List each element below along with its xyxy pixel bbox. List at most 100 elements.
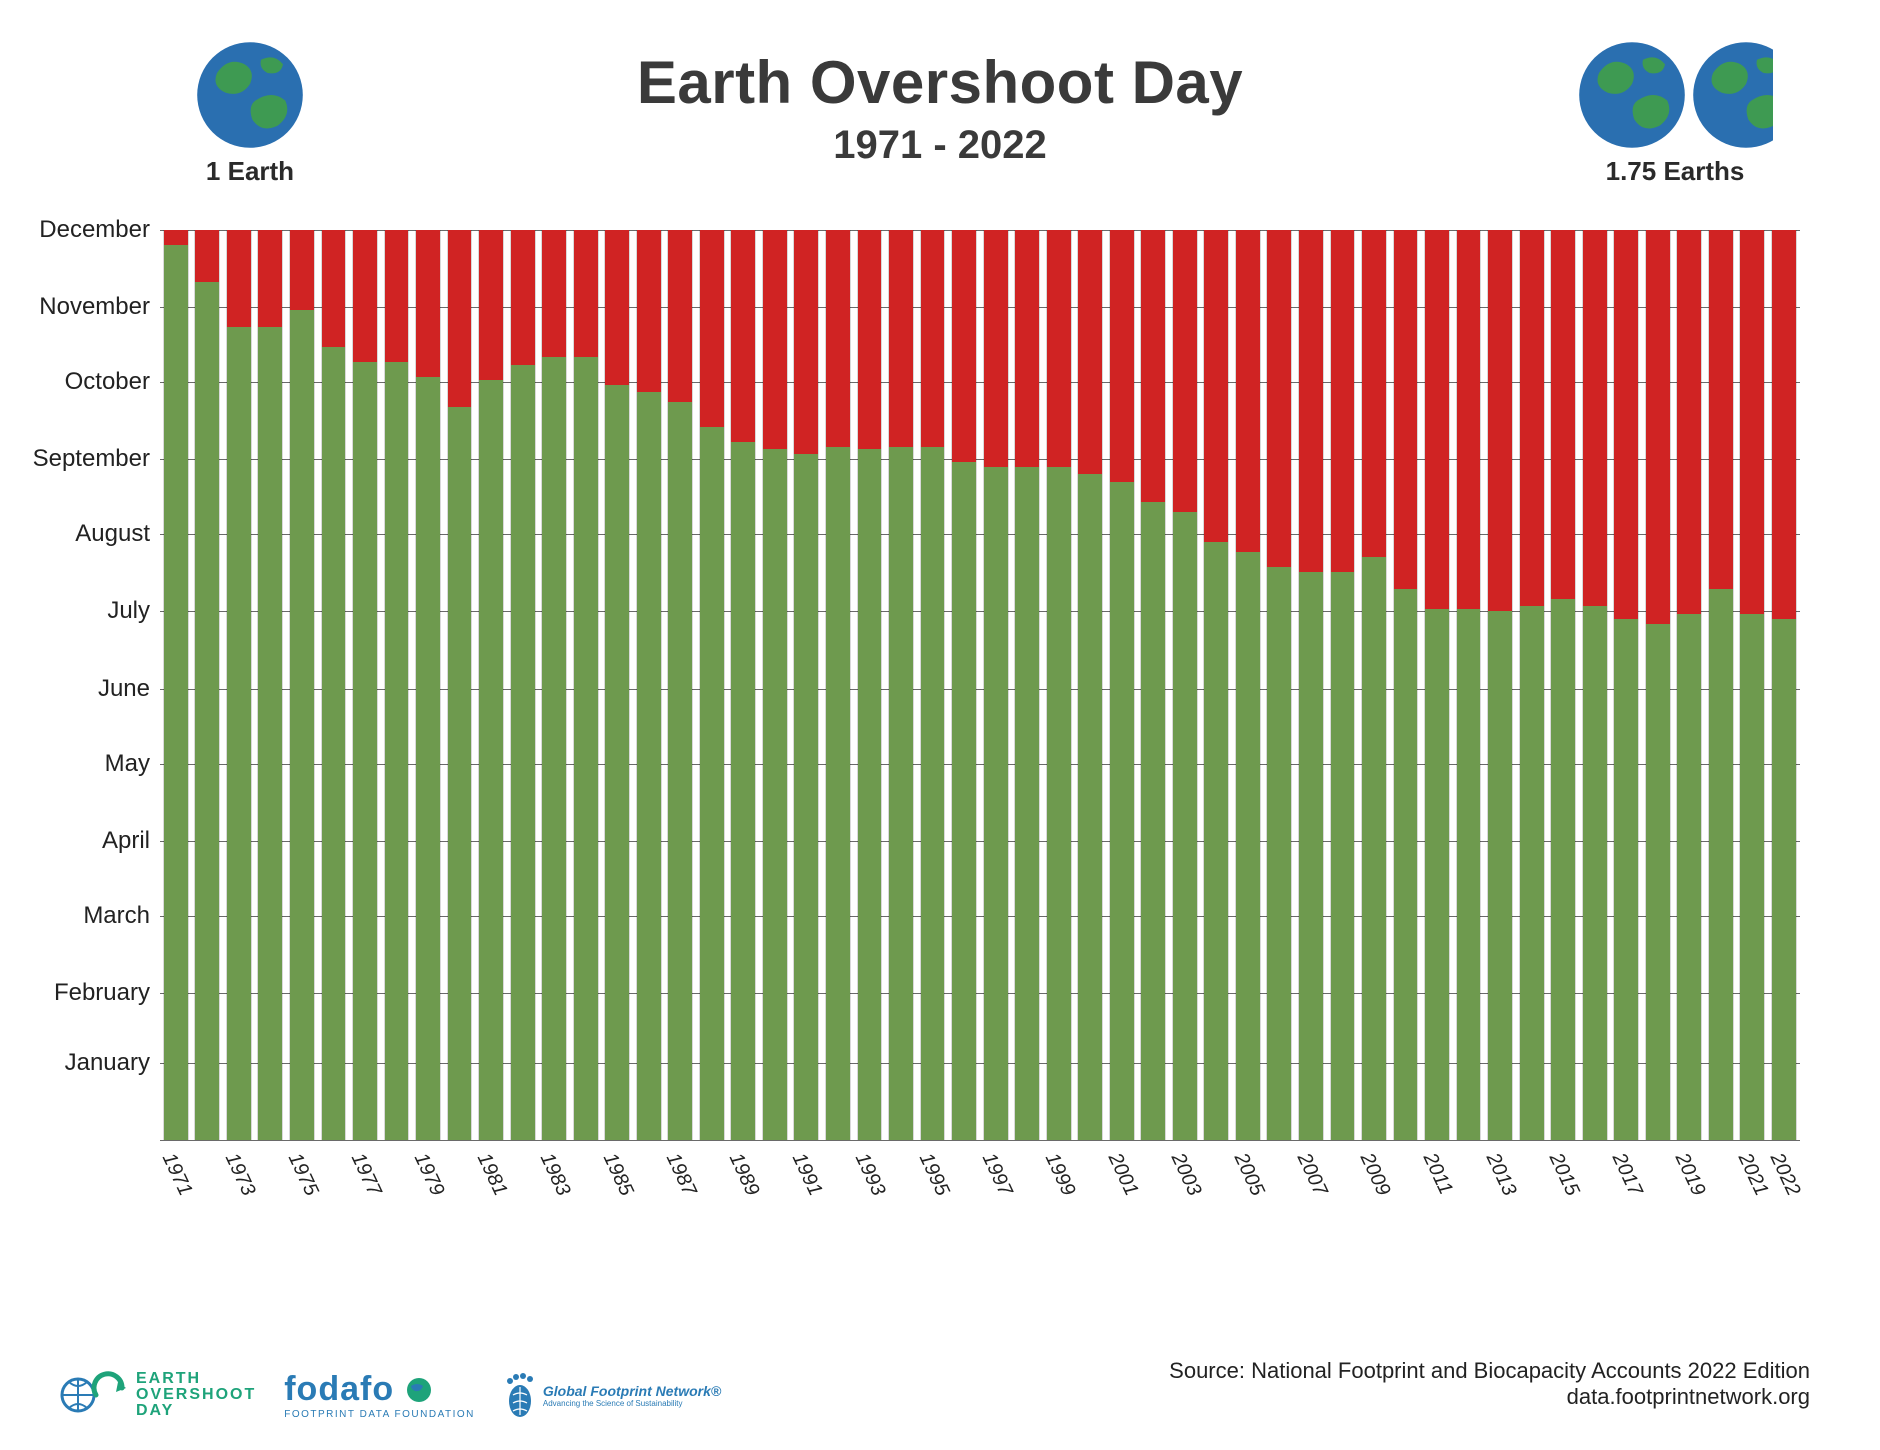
bar-biocapacity-segment	[1078, 474, 1102, 1140]
x-slot	[1705, 1146, 1737, 1216]
gfn-logo-text: Global Footprint Network® Advancing the …	[543, 1383, 721, 1408]
bar-1997	[983, 230, 1009, 1140]
x-axis-year-label: 1971	[157, 1150, 197, 1200]
bar-biocapacity-segment	[1772, 619, 1796, 1140]
bar-1995	[920, 230, 946, 1140]
bar-biocapacity-segment	[1331, 572, 1355, 1140]
bar-1985	[604, 230, 630, 1140]
bar-2018	[1645, 230, 1671, 1140]
bar-biocapacity-segment	[1394, 589, 1418, 1140]
x-slot	[759, 1146, 791, 1216]
bar-2019	[1676, 230, 1702, 1140]
bar-slot	[1390, 230, 1422, 1140]
bar-overshoot-segment	[605, 230, 629, 385]
bar-slot	[381, 230, 413, 1140]
x-slot: 1991	[791, 1146, 823, 1216]
bar-1990	[762, 230, 788, 1140]
bar-overshoot-segment	[1078, 230, 1102, 474]
x-axis-year-label: 1989	[724, 1150, 764, 1200]
x-axis-year-label: 1995	[913, 1150, 953, 1200]
bar-slot	[1232, 230, 1264, 1140]
bar-slot	[854, 230, 886, 1140]
bar-2016	[1582, 230, 1608, 1140]
bar-2002	[1140, 230, 1166, 1140]
earth-left-label: 1 Earth	[180, 156, 320, 187]
bar-biocapacity-segment	[1236, 552, 1260, 1140]
bar-overshoot-segment	[1141, 230, 1165, 502]
globe-partial-icon	[1691, 40, 1773, 150]
bar-biocapacity-segment	[1267, 567, 1291, 1140]
bar-overshoot-segment	[574, 230, 598, 357]
earth-right-globe-row	[1560, 40, 1790, 150]
bar-overshoot-segment	[258, 230, 282, 327]
bar-overshoot-segment	[1267, 230, 1291, 567]
bar-2009	[1361, 230, 1387, 1140]
bar-overshoot-segment	[195, 230, 219, 282]
bar-overshoot-segment	[826, 230, 850, 447]
bar-slot	[1484, 230, 1516, 1140]
bar-slot	[538, 230, 570, 1140]
bar-slot	[633, 230, 665, 1140]
bar-slot	[728, 230, 760, 1140]
y-axis-month-label: December	[39, 216, 150, 244]
x-axis-year-label: 2022	[1765, 1150, 1805, 1200]
bar-1979	[415, 230, 441, 1140]
bar-slot	[1579, 230, 1611, 1140]
x-slot	[1327, 1146, 1359, 1216]
earth-right-label: 1.75 Earths	[1560, 156, 1790, 187]
bar-biocapacity-segment	[1204, 542, 1228, 1140]
bar-overshoot-segment	[700, 230, 724, 427]
bar-2003	[1172, 230, 1198, 1140]
bar-biocapacity-segment	[1709, 589, 1733, 1140]
bar-overshoot-segment	[1520, 230, 1544, 606]
bar-1996	[951, 230, 977, 1140]
bar-1978	[384, 230, 410, 1140]
bar-biocapacity-segment	[416, 377, 440, 1140]
x-axis-year-label: 2015	[1544, 1150, 1584, 1200]
x-slot: 1983	[538, 1146, 570, 1216]
eod-logo-text: EARTH OVERSHOOT DAY	[136, 1371, 256, 1419]
bar-overshoot-segment	[1583, 230, 1607, 606]
bar-2015	[1550, 230, 1576, 1140]
bar-biocapacity-segment	[164, 245, 188, 1140]
bar-overshoot-segment	[1551, 230, 1575, 599]
bar-biocapacity-segment	[1015, 467, 1039, 1140]
bar-overshoot-segment	[1015, 230, 1039, 467]
source-text: Source: National Footprint and Biocapaci…	[1169, 1358, 1810, 1410]
bar-slot	[885, 230, 917, 1140]
logos-row: EARTH OVERSHOOT DAY fodafo FOOTPRINT DAT…	[60, 1370, 721, 1420]
x-slot	[255, 1146, 287, 1216]
x-axis-year-label: 1983	[535, 1150, 575, 1200]
bar-overshoot-segment	[1740, 230, 1764, 614]
y-axis-month-label: March	[83, 902, 150, 930]
bar-slot	[1768, 230, 1800, 1140]
bar-biocapacity-segment	[479, 380, 503, 1140]
bar-1982	[510, 230, 536, 1140]
bar-2014	[1519, 230, 1545, 1140]
bar-biocapacity-segment	[227, 327, 251, 1140]
x-axis-year-label: 2005	[1229, 1150, 1269, 1200]
bar-biocapacity-segment	[794, 454, 818, 1140]
y-axis-month-label: November	[39, 293, 150, 321]
bar-overshoot-segment	[984, 230, 1008, 467]
globe-icon	[195, 40, 305, 150]
bar-2008	[1330, 230, 1356, 1140]
fodafo-logo-small: FOOTPRINT DATA FOUNDATION	[284, 1409, 475, 1420]
x-slot: 1995	[917, 1146, 949, 1216]
bar-overshoot-segment	[511, 230, 535, 365]
x-axis-year-label: 1973	[220, 1150, 260, 1200]
gfn-logo-line2: Advancing the Science of Sustainability	[543, 1399, 721, 1408]
bar-slot	[1516, 230, 1548, 1140]
bar-1972	[194, 230, 220, 1140]
bar-overshoot-segment	[1047, 230, 1071, 467]
x-slot	[1264, 1146, 1296, 1216]
bar-overshoot-segment	[1646, 230, 1670, 624]
x-slot: 1989	[728, 1146, 760, 1216]
bar-1994	[888, 230, 914, 1140]
bar-1980	[447, 230, 473, 1140]
bar-slot	[1137, 230, 1169, 1140]
bar-slot	[318, 230, 350, 1140]
bar-overshoot-segment	[1677, 230, 1701, 614]
x-slot	[192, 1146, 224, 1216]
bar-overshoot-segment	[448, 230, 472, 407]
